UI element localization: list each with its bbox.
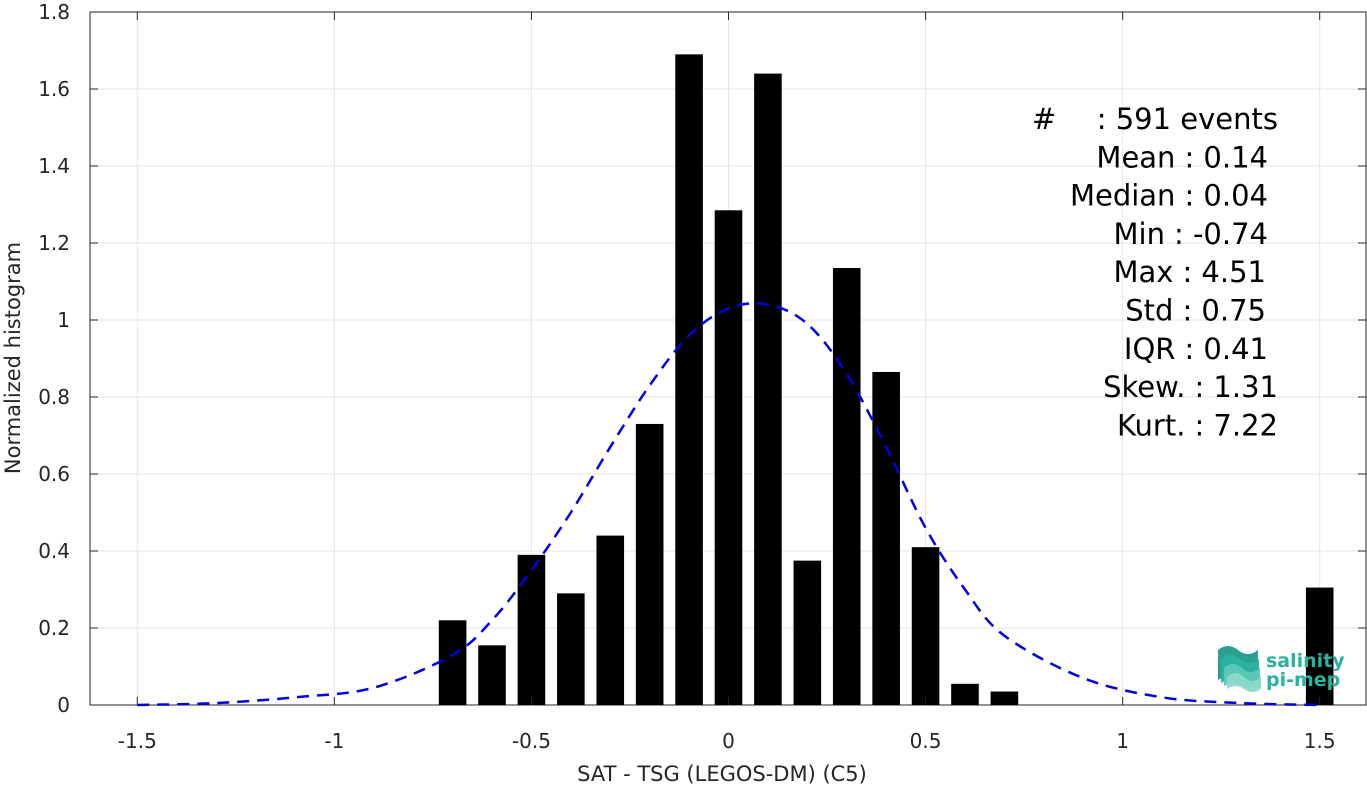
normal-fit-curve (137, 302, 1320, 707)
axis-ticks (90, 11, 1366, 706)
y-tick-label: 0.8 (38, 385, 70, 409)
histogram-bar (478, 645, 506, 705)
salinity-pimep-logo: salinity pi-mep (1218, 646, 1345, 692)
y-axis-label: Normalized histogram (1, 242, 25, 474)
x-axis-label: SAT - TSG (LEGOS-DM) (C5) (577, 762, 867, 785)
x-tick-label: 1 (1116, 729, 1129, 753)
histogram-bar (635, 423, 664, 705)
histogram-bar (951, 683, 979, 705)
histogram-bar (793, 560, 822, 705)
statistics-box: # : 591 events Mean : 0.14 Median : 0.04 Min : … (1032, 102, 1278, 442)
y-tick-label: 0 (57, 693, 70, 717)
stat-value: : 4.51 (1182, 255, 1266, 289)
histogram-bar (517, 554, 546, 705)
y-tick-labels: 0 0.2 0.4 0.6 0.8 1 1.2 1.4 1.6 1.8 (38, 0, 70, 717)
stat-label: Skew. (1103, 370, 1185, 404)
stat-value: : 1.31 (1194, 370, 1278, 404)
x-tick-label: -1 (324, 729, 344, 753)
x-tick-label: -0.5 (512, 729, 551, 753)
stat-value: : 7.22 (1194, 408, 1278, 442)
y-tick-label: 1.8 (38, 0, 70, 24)
histogram-bar (438, 620, 467, 705)
stat-label: IQR (1124, 332, 1176, 366)
histogram-bar (754, 73, 782, 706)
x-tick-label: 0 (722, 729, 735, 753)
stat-value: : 591 events (1097, 102, 1278, 136)
waves-logo-icon (1218, 646, 1261, 692)
logo-wave-shape (1227, 673, 1261, 692)
x-tick-label: 0.5 (910, 729, 942, 753)
stat-value: : 0.04 (1184, 179, 1268, 213)
y-tick-label: 1.4 (38, 154, 70, 178)
stat-label: # (1032, 102, 1056, 136)
y-tick-label: 0.4 (38, 539, 70, 563)
histogram-bar (675, 54, 703, 706)
stat-label: Kurt. (1117, 408, 1185, 442)
stat-label: Min (1114, 217, 1165, 251)
histogram-bar (557, 593, 585, 705)
x-tick-label: 1.5 (1304, 729, 1336, 753)
histogram-bar (911, 547, 940, 705)
y-tick-label: 1 (57, 308, 70, 332)
stat-label: Max (1113, 255, 1173, 289)
stat-label: Median (1070, 179, 1175, 213)
stat-value: : -0.74 (1174, 217, 1268, 251)
histogram-bar (1305, 587, 1334, 705)
logo-line1: salinity (1266, 650, 1345, 672)
stat-label: Mean (1096, 140, 1175, 174)
histogram-bar (596, 535, 625, 705)
histogram-bars (438, 54, 1334, 706)
histogram-bar (714, 210, 743, 705)
histogram-bar (872, 371, 900, 705)
y-tick-label: 0.6 (38, 462, 70, 486)
y-tick-label: 1.2 (38, 231, 70, 255)
y-tick-label: 1.6 (38, 77, 70, 101)
stat-value: : 0.41 (1184, 332, 1268, 366)
stat-value: : 0.75 (1182, 294, 1266, 328)
x-tick-labels: -1.5 -1 -0.5 0 0.5 1 1.5 (118, 729, 1336, 753)
stat-value: : 0.14 (1184, 140, 1268, 174)
histogram-bar (832, 268, 861, 705)
stat-label: Std (1125, 294, 1173, 328)
x-tick-label: -1.5 (118, 729, 157, 753)
logo-line2: pi-mep (1266, 669, 1340, 691)
histogram-bar (990, 691, 1019, 705)
y-tick-label: 0.2 (38, 616, 70, 640)
